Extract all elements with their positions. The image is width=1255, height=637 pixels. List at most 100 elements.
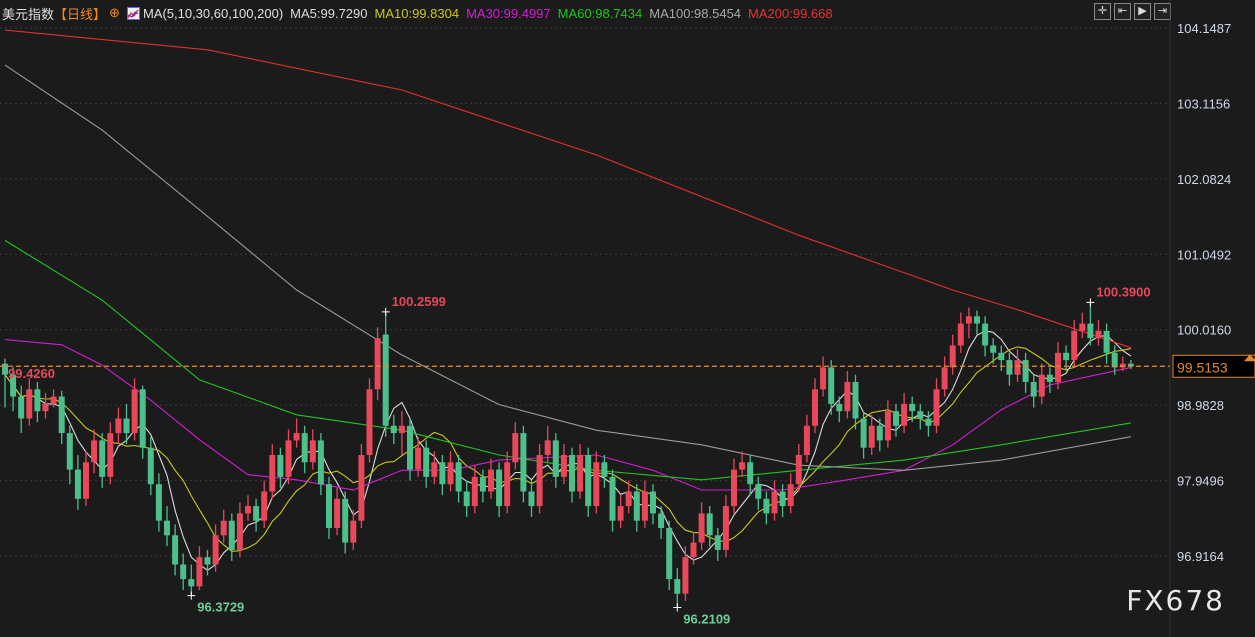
candle [609, 469, 616, 532]
candle-body [1127, 363, 1134, 366]
candle [155, 473, 162, 532]
candle [58, 390, 65, 445]
candle [366, 378, 373, 463]
candle-body [147, 447, 154, 485]
candle-body [188, 579, 195, 587]
ma10-value: MA10:99.8304 [374, 5, 460, 21]
candle-body [617, 506, 624, 521]
candle [779, 484, 786, 518]
candle-body [909, 403, 916, 412]
candle-body [107, 433, 114, 477]
candle-body [488, 469, 494, 492]
candle [91, 429, 98, 474]
candle [949, 334, 956, 375]
candle-body [641, 491, 648, 521]
candle [139, 385, 146, 459]
candle [293, 418, 300, 448]
candle [1055, 341, 1061, 390]
candle [860, 411, 867, 459]
candle [1014, 349, 1021, 382]
candle-body [836, 403, 843, 412]
candle [334, 487, 341, 536]
candle [172, 524, 179, 576]
candle-body [196, 557, 203, 587]
y-tick-label: 97.9496 [1177, 474, 1224, 489]
add-indicator-icon[interactable]: ⊕ [109, 5, 120, 20]
candle [439, 454, 446, 496]
candle [74, 454, 81, 510]
candle-body [714, 535, 721, 550]
candle-body [739, 462, 746, 470]
candle-body [131, 389, 138, 434]
candle-body [1087, 323, 1094, 339]
ma10-line [4, 346, 1132, 552]
candle [50, 389, 57, 408]
candle-body [1071, 330, 1078, 361]
candle-body [285, 440, 292, 477]
candle [504, 451, 511, 514]
candle-body [83, 462, 89, 499]
candle-body [374, 338, 381, 390]
candle-body [957, 323, 964, 346]
candle [471, 465, 478, 514]
candle [261, 480, 268, 528]
current-price-box [1172, 354, 1255, 378]
candle [423, 440, 430, 488]
candle [593, 451, 600, 514]
candle [787, 473, 794, 514]
candle-body [1014, 360, 1021, 375]
candle [528, 480, 535, 518]
candle-body [569, 454, 575, 492]
candle-body [933, 389, 940, 426]
extreme-marker [1086, 298, 1095, 307]
candle-body [204, 557, 211, 565]
candle [1063, 345, 1070, 372]
y-tick-label: 100.0160 [1177, 323, 1231, 338]
candle [941, 356, 948, 397]
play-icon[interactable]: ▶ [1134, 3, 1151, 20]
candle-body [828, 367, 835, 404]
candle-body [212, 535, 219, 565]
candle [852, 374, 859, 430]
candle [212, 524, 219, 572]
candle [965, 307, 972, 339]
candle-body [26, 389, 33, 419]
candle [1119, 356, 1126, 372]
ma-settings-label[interactable]: MA(5,10,30,60,100,200) [142, 5, 284, 21]
candle [374, 327, 381, 401]
indicator-chart-icon[interactable] [126, 6, 140, 20]
zoom-range-icon[interactable]: ⇤ [1114, 3, 1131, 20]
candle-body [423, 447, 430, 477]
candle [431, 451, 438, 485]
candle-body [309, 440, 316, 463]
candle [269, 444, 276, 499]
candle-body [560, 454, 567, 477]
candle-body [884, 411, 891, 441]
candle [326, 476, 332, 539]
candle [722, 495, 729, 558]
candle [1103, 323, 1110, 364]
candle-body [674, 579, 681, 594]
candle-body [820, 367, 827, 390]
candle [674, 568, 681, 608]
candle [641, 480, 648, 528]
candle [512, 422, 519, 470]
crosshair-icon[interactable]: ✛ [1094, 3, 1111, 20]
candle-body [123, 418, 130, 434]
candle [34, 381, 41, 423]
period-selector[interactable]: 【日线】 [54, 6, 107, 22]
reference-price-label: 99.4260 [8, 366, 55, 381]
candle [463, 480, 470, 518]
candle [18, 385, 25, 434]
candle [390, 414, 397, 445]
candle-body [1022, 360, 1029, 382]
y-tick-label: 98.9828 [1177, 398, 1224, 413]
candle [83, 451, 89, 507]
candle [358, 444, 365, 528]
candle [245, 495, 251, 521]
candle-body [747, 462, 754, 485]
candle [658, 506, 665, 539]
candle-body [609, 476, 616, 521]
candle-body [10, 374, 17, 397]
